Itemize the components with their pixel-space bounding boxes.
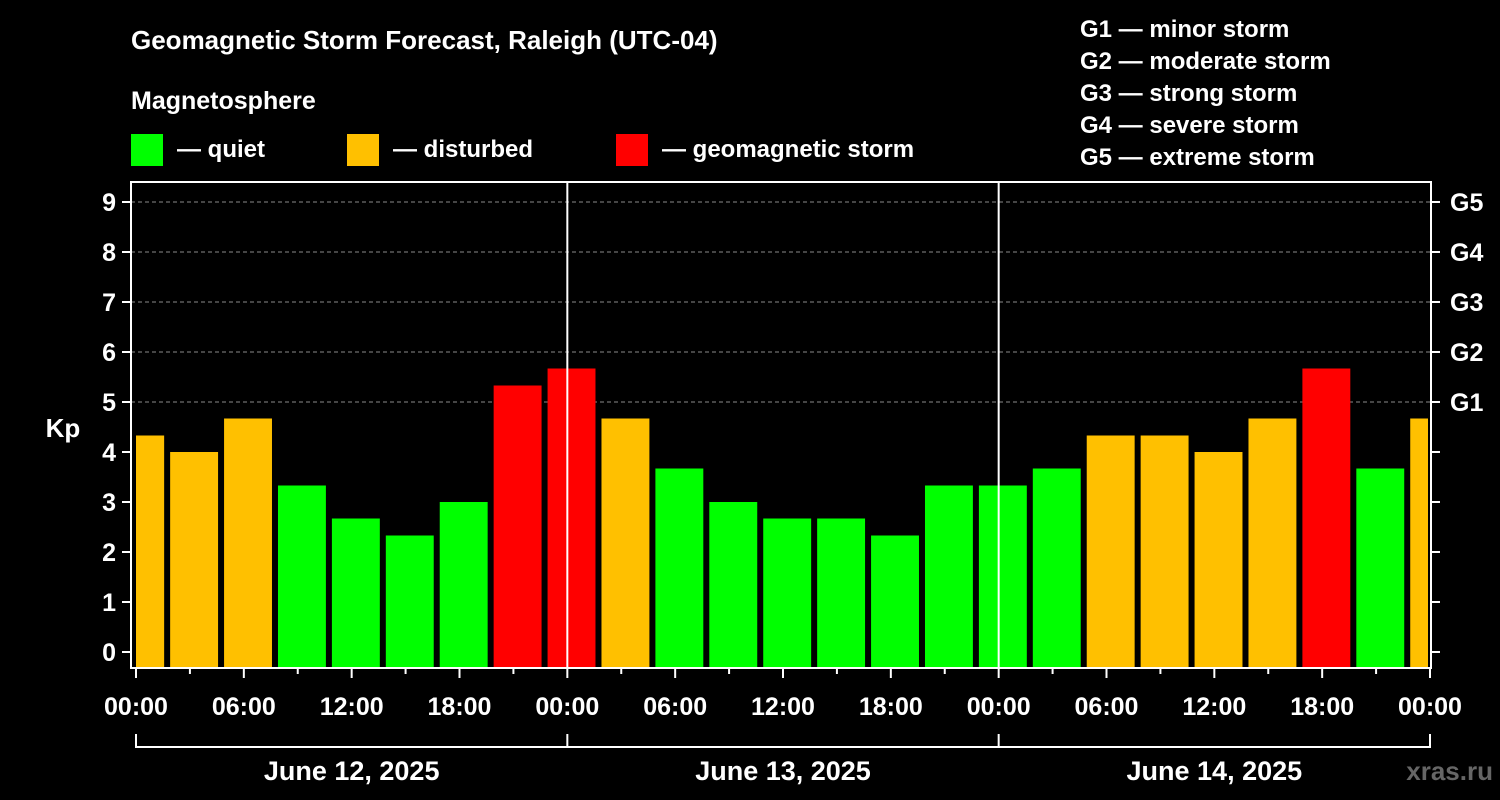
kp-bar-18 [1032,468,1081,668]
color-legend: — quiet — disturbed — geomagnetic storm [131,134,914,166]
x-tick-label-0: 00:00 [104,693,168,721]
kp-bar-13 [763,518,812,668]
x-tick-label-5: 06:00 [643,693,707,721]
legend-label-quiet: — quiet [177,136,265,163]
g-scale-label-g1: G1 [1450,389,1483,417]
chart-title: Geomagnetic Storm Forecast, Raleigh (UTC… [131,25,718,55]
y-tick-label-5: 5 [102,389,116,417]
y-tick-label-3: 3 [102,489,116,517]
kp-bar-8 [493,385,542,668]
storm-level-legend: G1 — minor storm G2 — moderate storm G3 … [1080,16,1331,171]
legend-swatch-storm [616,134,648,166]
grid-lines [131,201,1431,403]
storm-level-g4: G4 — severe storm [1080,112,1299,139]
y-tick-label-0: 0 [102,639,116,667]
legend-swatch-disturbed [347,134,379,166]
kp-bar-25 [1410,418,1428,668]
kp-bar-7 [439,502,488,668]
kp-bar-5 [331,518,380,668]
y-tick-label-1: 1 [102,589,116,617]
x-tick-label-10: 12:00 [1182,693,1246,721]
y-tick-label-6: 6 [102,339,116,367]
x-tick-label-7: 18:00 [859,693,923,721]
kp-bar-24 [1356,468,1405,668]
y-tick-label-4: 4 [102,439,116,467]
x-tick-label-9: 06:00 [1075,693,1139,721]
kp-bar-10 [601,418,650,668]
x-tick-label-11: 18:00 [1290,693,1354,721]
watermark: xras.ru [1406,756,1493,786]
legend-label-storm: — geomagnetic storm [662,136,914,163]
g-scale-label-g2: G2 [1450,339,1483,367]
y-tick-label-7: 7 [102,289,116,317]
x-tick-label-3: 18:00 [428,693,492,721]
y-tick-label-9: 9 [102,189,116,217]
kp-bar-23 [1302,368,1351,668]
day-label-3: June 14, 2025 [1127,756,1303,786]
x-tick-label-12: 00:00 [1398,693,1462,721]
y-tick-label-8: 8 [102,239,116,267]
kp-bar-1 [136,435,165,668]
y-axis-label: Kp [46,413,81,443]
kp-bar-4 [277,485,326,668]
storm-level-g3: G3 — strong storm [1080,80,1297,107]
x-tick-label-4: 00:00 [535,693,599,721]
chart-subtitle: Magnetosphere [131,87,316,115]
kp-bar-20 [1140,435,1189,668]
kp-bars [136,368,1428,668]
storm-level-g2: G2 — moderate storm [1080,48,1331,75]
kp-bar-11 [655,468,704,668]
storm-level-g1: G1 — minor storm [1080,16,1289,43]
kp-bar-22 [1248,418,1297,668]
legend-label-disturbed: — disturbed [393,136,533,163]
kp-bar-17 [978,485,1027,668]
day-label-1: June 12, 2025 [264,756,440,786]
day-label-2: June 13, 2025 [695,756,871,786]
kp-bar-6 [385,535,434,668]
kp-bar-15 [871,535,919,668]
kp-bar-3 [224,418,272,668]
x-tick-label-2: 12:00 [320,693,384,721]
legend-swatch-quiet [131,134,163,166]
kp-bar-14 [817,518,866,668]
plot-frame [130,181,1432,669]
axis-labels: 0 1 2 3 4 5 6 7 8 9 G1 G2 G3 G4 G5 00:00 06:00 12:00 18:00… [102,189,1483,786]
g-scale-label-g4: G4 [1450,239,1483,267]
kp-bar-19 [1086,435,1135,668]
storm-level-g5: G5 — extreme storm [1080,144,1315,171]
y-tick-label-2: 2 [102,539,116,567]
kp-bar-21 [1194,452,1243,668]
g-scale-label-g3: G3 [1450,289,1483,317]
kp-bar-9 [547,368,596,668]
kp-bar-16 [924,485,973,668]
axes [122,181,1440,748]
g-scale-label-g5: G5 [1450,189,1483,217]
x-tick-label-6: 12:00 [751,693,815,721]
x-tick-label-8: 00:00 [967,693,1031,721]
x-tick-label-1: 06:00 [212,693,276,721]
kp-bar-2 [170,452,219,668]
kp-bar-12 [709,502,758,668]
